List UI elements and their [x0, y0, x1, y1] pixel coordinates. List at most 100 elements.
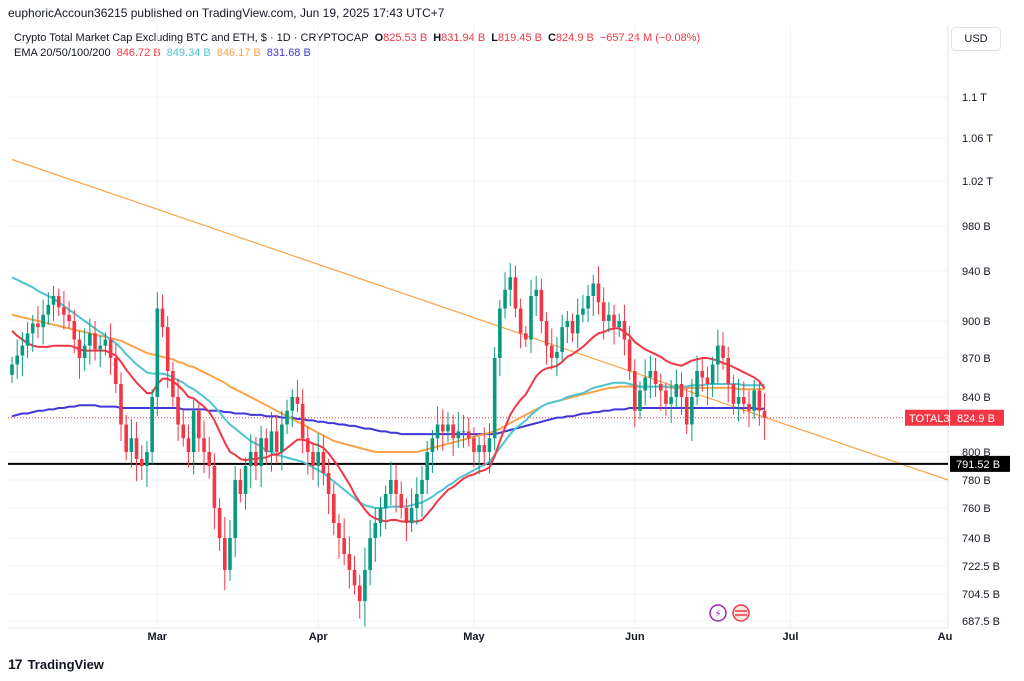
candle[interactable] [539, 289, 544, 321]
trendline[interactable] [11, 158, 949, 481]
candle[interactable] [285, 410, 289, 425]
candle[interactable] [705, 377, 710, 385]
candle[interactable] [357, 585, 362, 602]
candle[interactable] [690, 397, 694, 425]
candle[interactable] [337, 523, 341, 538]
candle[interactable] [300, 403, 305, 439]
candle[interactable] [62, 307, 66, 315]
candle[interactable] [139, 459, 144, 466]
candle[interactable] [363, 569, 367, 602]
candle[interactable] [197, 410, 201, 439]
candle[interactable] [36, 323, 40, 328]
candle[interactable] [565, 321, 570, 328]
candle[interactable] [290, 397, 295, 411]
candle[interactable] [643, 377, 647, 391]
candle[interactable] [581, 308, 585, 315]
candle[interactable] [134, 438, 139, 459]
candle[interactable] [726, 358, 731, 384]
candle[interactable] [477, 445, 481, 452]
candle[interactable] [399, 494, 404, 508]
candle[interactable] [409, 508, 414, 523]
candle[interactable] [607, 314, 611, 321]
candle[interactable] [492, 358, 497, 439]
candle[interactable] [394, 480, 398, 494]
candle[interactable] [544, 321, 549, 346]
candle[interactable] [243, 466, 248, 494]
candle[interactable] [202, 438, 206, 452]
candle[interactable] [674, 384, 679, 397]
candle[interactable] [741, 397, 746, 404]
candle[interactable] [570, 321, 575, 334]
candle[interactable] [311, 452, 315, 466]
candle[interactable] [119, 384, 123, 425]
candle[interactable] [280, 424, 284, 453]
candle[interactable] [695, 371, 699, 397]
candle[interactable] [254, 452, 258, 466]
candle[interactable] [669, 397, 673, 404]
candle[interactable] [233, 480, 237, 538]
candle[interactable] [389, 480, 393, 494]
candle[interactable] [72, 321, 77, 340]
candle[interactable] [160, 308, 165, 328]
tradingview-logo[interactable]: 17 TradingView [8, 656, 104, 672]
candle[interactable] [129, 438, 134, 452]
candle[interactable] [321, 452, 326, 473]
candle[interactable] [342, 538, 346, 554]
candle[interactable] [752, 390, 756, 411]
candle[interactable] [352, 569, 357, 586]
candle[interactable] [513, 277, 518, 309]
candle[interactable] [269, 431, 274, 452]
candle[interactable] [326, 473, 331, 494]
candle[interactable] [440, 424, 445, 432]
candle[interactable] [77, 339, 82, 359]
candle[interactable] [415, 494, 419, 508]
candle[interactable] [601, 302, 606, 321]
candle[interactable] [731, 384, 736, 404]
candle[interactable] [653, 371, 658, 384]
candle[interactable] [56, 296, 61, 308]
candle[interactable] [67, 314, 71, 321]
candle[interactable] [633, 371, 637, 411]
candle[interactable] [51, 296, 56, 305]
candle[interactable] [575, 314, 580, 334]
candle[interactable] [664, 390, 668, 404]
candle[interactable] [596, 283, 601, 303]
candle[interactable] [222, 538, 227, 570]
candle[interactable] [518, 308, 523, 334]
candle[interactable] [238, 480, 243, 494]
candle[interactable] [274, 431, 279, 452]
candle[interactable] [316, 452, 321, 466]
candle[interactable] [15, 355, 19, 365]
us-flag-icon[interactable] [732, 604, 750, 622]
currency-button[interactable]: USD [951, 27, 1001, 51]
candle[interactable] [383, 494, 388, 508]
candle[interactable] [534, 289, 538, 296]
candle[interactable] [503, 289, 507, 309]
candle[interactable] [165, 327, 170, 371]
candle[interactable] [466, 431, 471, 439]
lightning-icon[interactable] [709, 604, 727, 622]
candle[interactable] [487, 438, 492, 452]
candle[interactable] [700, 371, 705, 378]
candle[interactable] [617, 321, 622, 328]
candle[interactable] [124, 424, 128, 453]
candle[interactable] [736, 397, 741, 404]
candle[interactable] [420, 480, 424, 494]
candle[interactable] [430, 438, 435, 452]
candle[interactable] [108, 339, 113, 359]
candle[interactable] [98, 345, 103, 350]
candle[interactable] [721, 345, 725, 358]
candle[interactable] [103, 339, 108, 346]
candle[interactable] [555, 351, 559, 358]
candle[interactable] [191, 410, 196, 452]
candle[interactable] [155, 308, 160, 398]
candle[interactable] [30, 323, 35, 334]
candle[interactable] [114, 358, 118, 384]
candle[interactable] [591, 283, 596, 297]
candle[interactable] [186, 438, 191, 452]
candle[interactable] [10, 364, 14, 375]
candle[interactable] [20, 345, 25, 356]
candle[interactable] [306, 438, 310, 452]
candle[interactable] [762, 410, 767, 418]
